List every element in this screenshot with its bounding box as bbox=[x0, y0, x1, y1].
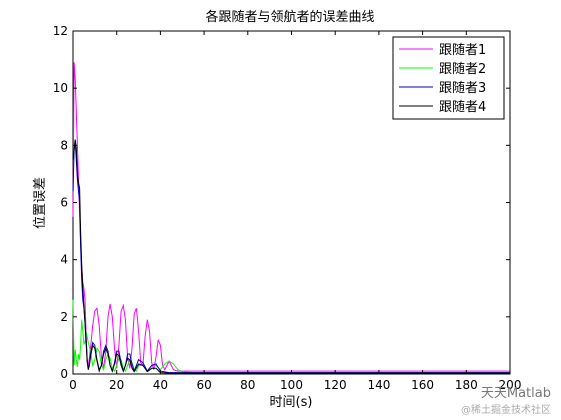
legend-label-2: 跟随者2 bbox=[439, 62, 486, 77]
watermark: 天天Matlab @稀土掘金技术社区 bbox=[461, 382, 551, 416]
legend: 跟随者1 跟随者2 跟随者3 跟随者4 bbox=[392, 36, 505, 120]
legend-label-3: 跟随者3 bbox=[439, 81, 486, 96]
y-tick-label: 4 bbox=[60, 253, 68, 267]
x-tick-label: 0 bbox=[69, 378, 77, 392]
series-line-4 bbox=[72, 139, 510, 374]
y-axis-label: 位置误差 bbox=[33, 177, 48, 229]
watermark-main: 天天Matlab bbox=[480, 386, 551, 401]
legend-box bbox=[392, 36, 505, 120]
x-tick-label: 80 bbox=[240, 378, 255, 392]
legend-label-4: 跟随者4 bbox=[439, 100, 486, 115]
x-tick-label: 180 bbox=[455, 378, 478, 392]
x-tick-label: 40 bbox=[153, 378, 168, 392]
y-tick-label: 6 bbox=[60, 196, 68, 210]
series-layer bbox=[72, 62, 510, 374]
y-tick-label: 12 bbox=[53, 24, 68, 38]
series-line-1 bbox=[72, 62, 510, 372]
x-tick-label: 160 bbox=[411, 378, 434, 392]
y-tick-label: 2 bbox=[60, 310, 68, 324]
axis-layer: 0 20 40 60 80 100 120 140 160 180 200 0 2 4 6 8 10 12 bbox=[53, 24, 522, 392]
legend-label-1: 跟随者1 bbox=[439, 43, 486, 58]
x-tick-label: 60 bbox=[196, 378, 211, 392]
x-tick-label: 200 bbox=[499, 378, 522, 392]
x-tick-label: 120 bbox=[324, 378, 347, 392]
y-tick-label: 8 bbox=[60, 138, 68, 152]
chart-title: 各跟随者与领航者的误差曲线 bbox=[205, 9, 374, 25]
y-tick-label: 10 bbox=[53, 81, 68, 95]
watermark-sub: @稀土掘金技术社区 bbox=[461, 405, 551, 416]
x-tick-label: 20 bbox=[109, 378, 124, 392]
x-tick-label: 140 bbox=[367, 378, 390, 392]
x-axis-label: 时间(s) bbox=[270, 395, 313, 410]
y-tick-label: 0 bbox=[60, 367, 68, 381]
x-tick-label: 100 bbox=[280, 378, 303, 392]
